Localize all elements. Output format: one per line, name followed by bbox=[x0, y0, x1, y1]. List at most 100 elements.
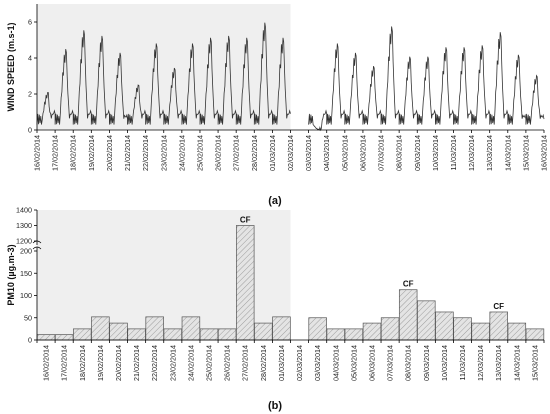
pm10-bar bbox=[36, 334, 56, 341]
panel-label: (a) bbox=[268, 195, 282, 207]
x-tick-label: 20/02/2014 bbox=[114, 345, 123, 381]
y-axis-label: PM10 (µg.m-3) bbox=[6, 244, 16, 305]
wind-speed-series bbox=[36, 22, 545, 132]
pm10-bar bbox=[453, 317, 472, 341]
x-tick-label: 17/02/2014 bbox=[51, 135, 60, 171]
x-tick-label: 26/02/2014 bbox=[223, 345, 232, 381]
x-tick-label: 23/02/2014 bbox=[159, 135, 168, 171]
x-tick-label: 04/03/2014 bbox=[331, 345, 340, 381]
x-tick-label: 18/02/2014 bbox=[78, 345, 87, 381]
pm10-bar bbox=[54, 334, 74, 341]
pm10-bar bbox=[489, 311, 508, 341]
pm10-bar bbox=[145, 316, 164, 341]
x-tick-label: 19/02/2014 bbox=[96, 345, 105, 381]
x-tick-label: 14/03/2014 bbox=[512, 345, 521, 381]
x-tick-label: 03/03/2014 bbox=[304, 135, 313, 171]
x-tick-label: 10/03/2014 bbox=[440, 345, 449, 381]
pm10-bar bbox=[435, 311, 454, 341]
pm10-bar bbox=[109, 322, 128, 341]
cf-annotation: CF bbox=[240, 216, 251, 225]
pm10-bar bbox=[127, 328, 146, 341]
x-tick-label: 13/03/2014 bbox=[494, 345, 503, 381]
y-tick-label: 1300 bbox=[16, 221, 32, 230]
x-tick-label: 24/02/2014 bbox=[177, 135, 186, 171]
x-tick-label: 07/03/2014 bbox=[377, 135, 386, 171]
y-tick-label: 2 bbox=[28, 90, 32, 99]
y-tick-label: 100 bbox=[20, 291, 32, 300]
x-tick-label: 17/02/2014 bbox=[60, 345, 69, 381]
x-tick-label: 11/03/2014 bbox=[449, 135, 458, 170]
pm10-bar bbox=[272, 316, 291, 341]
x-tick-label: 27/02/2014 bbox=[241, 345, 250, 381]
x-tick-label: 22/02/2014 bbox=[141, 135, 150, 171]
x-tick-label: 02/03/2014 bbox=[286, 135, 295, 171]
x-tick-label: 01/03/2014 bbox=[277, 345, 286, 381]
y-tick-label: 0 bbox=[28, 126, 32, 135]
y-tick-label: 150 bbox=[20, 269, 32, 278]
x-tick-label: 12/03/2014 bbox=[476, 345, 485, 381]
panel-label: (b) bbox=[268, 400, 282, 412]
x-tick-label: 25/02/2014 bbox=[195, 135, 204, 171]
x-tick-label: 16/03/2014 bbox=[549, 345, 550, 381]
x-tick-label: 04/03/2014 bbox=[322, 135, 331, 171]
x-tick-label: 07/03/2014 bbox=[386, 345, 395, 381]
x-tick-label: 09/03/2014 bbox=[422, 345, 431, 381]
x-tick-label: 06/03/2014 bbox=[367, 345, 376, 381]
x-tick-label: 14/03/2014 bbox=[503, 135, 512, 171]
y-axis-label: WIND SPEED (m.s-1) bbox=[6, 22, 16, 111]
x-tick-label: 22/02/2014 bbox=[150, 345, 159, 381]
pm10-bar bbox=[525, 328, 545, 341]
x-tick-label: 25/02/2014 bbox=[205, 345, 214, 381]
x-tick-label: 06/03/2014 bbox=[358, 135, 367, 171]
cf-annotation: CF bbox=[493, 302, 504, 311]
x-tick-label: 16/02/2014 bbox=[33, 135, 42, 171]
y-tick-label: 200 bbox=[20, 247, 32, 256]
x-tick-label: 21/02/2014 bbox=[132, 345, 141, 381]
x-tick-label: 10/03/2014 bbox=[431, 135, 440, 171]
x-tick-label: 12/03/2014 bbox=[467, 135, 476, 171]
pm10-bar bbox=[254, 322, 273, 341]
x-tick-label: 16/02/2014 bbox=[42, 345, 51, 381]
x-tick-label: 19/02/2014 bbox=[87, 135, 96, 171]
x-tick-label: 27/02/2014 bbox=[232, 135, 241, 171]
pm10-bar bbox=[344, 328, 364, 341]
x-tick-label: 02/03/2014 bbox=[295, 345, 304, 381]
y-tick-label: 6 bbox=[28, 18, 32, 27]
x-tick-label: 09/03/2014 bbox=[413, 135, 422, 171]
pm10-bar bbox=[236, 225, 255, 341]
wind-speed-chart: 0 2 4 6 16/02/2014 17/02/2014 18/02/2014 19/02… bbox=[6, 4, 549, 207]
x-tick-label: 15/03/2014 bbox=[530, 345, 539, 381]
y-tick-label: 4 bbox=[28, 54, 32, 63]
pm10-bar bbox=[398, 289, 418, 341]
x-tick-label: 03/03/2014 bbox=[313, 345, 322, 381]
pm10-bar bbox=[380, 317, 400, 341]
cf-annotation: CF bbox=[403, 280, 414, 289]
x-tick-label: 26/02/2014 bbox=[214, 135, 223, 171]
x-tick-label: 28/02/2014 bbox=[250, 135, 259, 171]
pm10-bar bbox=[308, 317, 327, 341]
x-tick-label: 24/02/2014 bbox=[186, 345, 195, 381]
x-tick-label: 13/03/2014 bbox=[485, 135, 494, 171]
pm10-bar bbox=[471, 322, 490, 341]
x-tick-label: 28/02/2014 bbox=[259, 345, 268, 381]
x-tick-label: 21/02/2014 bbox=[123, 135, 132, 171]
shaded-period bbox=[37, 4, 291, 130]
pm10-bar bbox=[417, 300, 436, 341]
pm10-bar bbox=[181, 316, 201, 341]
x-tick-label: 16/03/2014 bbox=[540, 135, 549, 171]
y-tick-label: 1200 bbox=[16, 237, 32, 246]
y-tick-label: 50 bbox=[24, 313, 32, 322]
y-tick-label: 0 bbox=[28, 336, 32, 345]
x-tick-label: 05/03/2014 bbox=[349, 345, 358, 381]
x-tick-label: 23/02/2014 bbox=[168, 345, 177, 381]
pm10-bar bbox=[73, 328, 92, 341]
pm10-bar bbox=[91, 316, 110, 341]
x-tick-label: 08/03/2014 bbox=[404, 345, 413, 381]
x-tick-label: 08/03/2014 bbox=[395, 135, 404, 171]
x-tick-label: 15/03/2014 bbox=[521, 135, 530, 171]
pm10-bar bbox=[326, 328, 345, 341]
pm10-bar bbox=[362, 322, 382, 341]
x-tick-label: 01/03/2014 bbox=[268, 135, 277, 171]
